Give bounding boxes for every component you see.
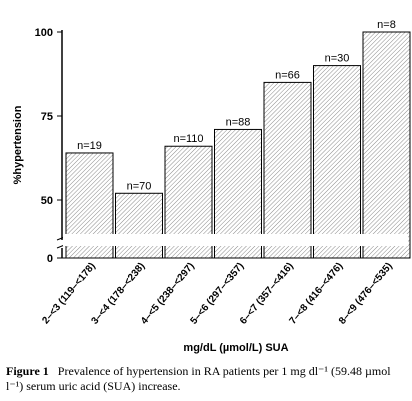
bar-5: [263, 81, 312, 259]
bar-label-6: n=30: [325, 53, 350, 65]
bar-label-5: n=66: [275, 69, 300, 81]
bars: n=19 n=70 n=110 n=88 n=66 n=30 n=8: [65, 19, 411, 259]
x-tick-label-2: 3–<4 (178–<238): [90, 261, 148, 327]
y-tick-label-75: 75: [41, 111, 53, 123]
bar-label-3: n=110: [173, 133, 203, 145]
bar-label-1: n=19: [77, 140, 102, 152]
caption-text: Prevalence of hypertension in RA patient…: [6, 364, 391, 393]
bar-label-4: n=88: [226, 116, 251, 128]
x-tick-label-1: 2–<3 (119–<178): [40, 261, 97, 326]
bar-6: [313, 65, 361, 259]
y-tick-label-100: 100: [35, 27, 53, 39]
bar-7: [362, 31, 411, 259]
bar-chart: n=19 n=70 n=110 n=88 n=66 n=30 n=8 100 75 50 0 %h…: [12, 19, 411, 354]
bar-label-2: n=70: [127, 180, 152, 192]
bar-label-7: n=8: [377, 19, 396, 31]
x-axis-title: mg/dL (µmol/L) SUA: [183, 342, 288, 354]
x-tick-label-6: 7–<8 (416–<476): [288, 261, 346, 327]
caption-label: Figure 1: [6, 364, 49, 378]
x-tick-label-3: 4–<5 (238–<297): [139, 261, 197, 327]
x-tick-label-5: 6–<7 (357–<416): [238, 261, 296, 327]
y-axis-title: %hypertension: [12, 105, 24, 184]
bar-2: [115, 192, 163, 259]
x-tick-labels: 2–<3 (119–<178)3–<4 (178–<238)4–<5 (238–…: [40, 261, 394, 327]
y-tick-label-50: 50: [41, 195, 53, 207]
y-axis: 100 75 50 0: [35, 27, 406, 265]
figure-caption: Figure 1 Prevalence of hypertension in R…: [6, 364, 410, 394]
y-tick-label-0: 0: [47, 253, 53, 265]
axis-break-gap: [63, 234, 408, 246]
x-tick-label-4: 5–<6 (297–<357): [189, 261, 247, 327]
x-tick-label-7: 8–<9 (476–<535): [337, 261, 395, 327]
y-ticks: 100 75 50 0: [35, 27, 62, 265]
